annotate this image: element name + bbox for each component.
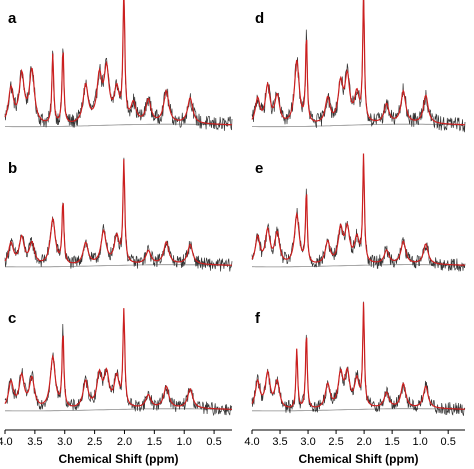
baseline-curve-d xyxy=(252,123,466,128)
raw-spectrum-b xyxy=(4,157,233,272)
x-axis-label-f: Chemical Shift (ppm) xyxy=(298,452,418,466)
fit-curve-d xyxy=(251,0,466,126)
baseline-curve-a xyxy=(5,123,233,128)
x-tick-label-c-0: 4.0 xyxy=(0,436,13,448)
x-tick-label-c-1: 3.5 xyxy=(27,436,42,448)
x-tick-label-f-0: 4.0 xyxy=(244,436,259,448)
raw-spectrum-a xyxy=(4,0,233,131)
panel-label-f: f xyxy=(255,310,261,327)
fit-curve-c xyxy=(4,308,232,410)
x-tick-label-c-6: 1.0 xyxy=(177,436,192,448)
x-tick-label-f-3: 2.5 xyxy=(328,436,343,448)
x-tick-label-c-7: 0.5 xyxy=(206,436,221,448)
baseline-curve-e xyxy=(251,264,466,268)
fit-curve-f xyxy=(251,302,465,410)
x-tick-label-c-4: 2.0 xyxy=(117,436,132,448)
panel-label-a: a xyxy=(8,10,17,27)
raw-spectrum-e xyxy=(251,159,466,272)
x-tick-label-c-3: 2.5 xyxy=(87,436,102,448)
fit-curve-e xyxy=(251,153,465,266)
raw-spectrum-d xyxy=(251,0,466,133)
panel-label-b: b xyxy=(8,160,17,177)
panel-label-c: c xyxy=(8,310,16,327)
fit-curve-b xyxy=(4,159,233,266)
x-tick-label-c-5: 1.5 xyxy=(147,436,162,448)
baseline-curve-c xyxy=(5,408,233,412)
panel-label-d: d xyxy=(255,10,264,27)
x-tick-label-f-5: 1.5 xyxy=(384,436,399,448)
x-tick-label-f-7: 0.5 xyxy=(441,436,456,448)
raw-spectrum-f xyxy=(251,301,466,416)
x-tick-label-f-6: 1.0 xyxy=(413,436,428,448)
x-tick-label-c-2: 3.0 xyxy=(57,436,72,448)
fit-curve-a xyxy=(4,0,232,126)
x-tick-label-f-2: 3.0 xyxy=(300,436,315,448)
baseline-curve-b xyxy=(5,264,233,268)
baseline-curve-f xyxy=(252,408,466,412)
x-tick-label-f-4: 2.0 xyxy=(356,436,371,448)
x-tick-label-f-1: 3.5 xyxy=(272,436,287,448)
x-axis-label-c: Chemical Shift (ppm) xyxy=(58,452,178,466)
raw-spectrum-c xyxy=(4,313,233,417)
panel-label-e: e xyxy=(255,160,263,177)
